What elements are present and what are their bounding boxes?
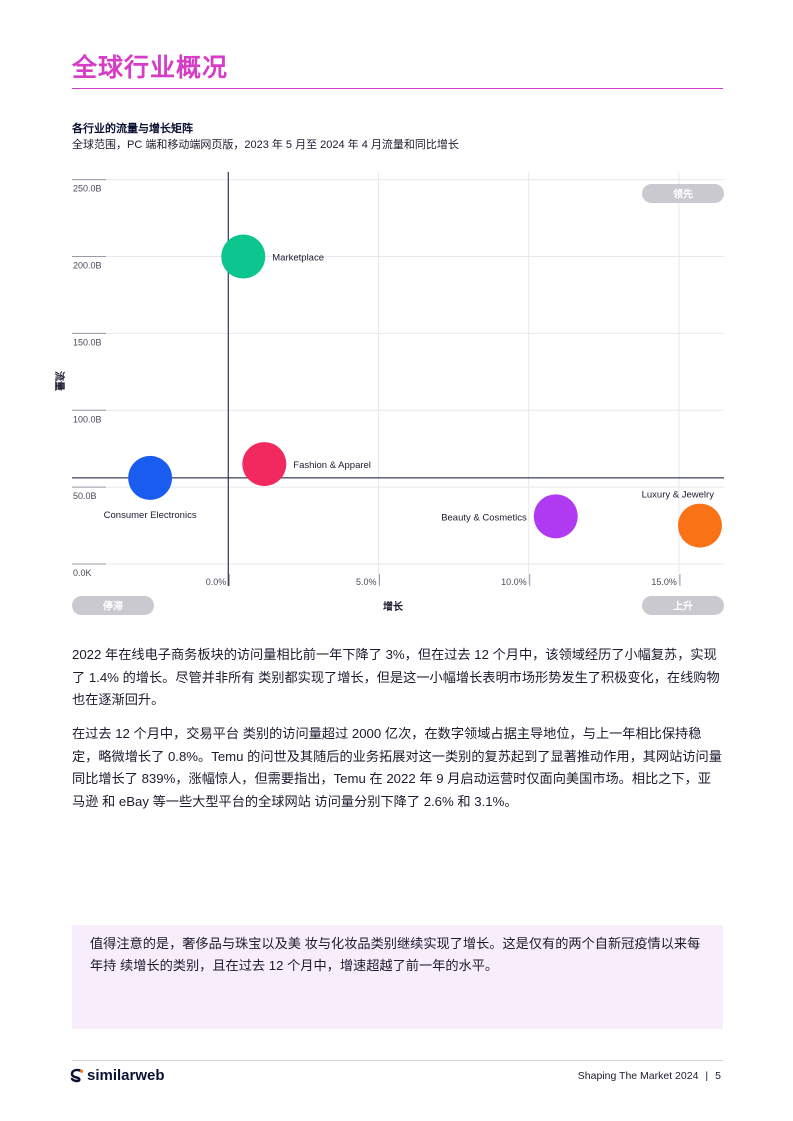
bubble-label: Consumer Electronics [104, 510, 197, 521]
page-number: 5 [715, 1070, 721, 1082]
chart-title: 各行业的流量与增长矩阵 [72, 123, 193, 135]
quadrant-label-rising: 上升 [673, 600, 693, 613]
y-tick-label: 0.0K [73, 568, 92, 578]
quadrant-label-rising-bg [642, 596, 724, 615]
x-axis-label: 增长 [383, 600, 404, 613]
bubble-label: Beauty & Cosmetics [441, 512, 527, 523]
quadrant-label-leading: 领先 [673, 188, 693, 201]
callout-text: 值得注意的是，奢侈品与珠宝以及美 妆与化妆品类别继续实现了增长。这是仅有的两个自… [90, 936, 701, 973]
y-axis-label: 流量 [53, 371, 66, 391]
traffic-growth-chart: 0.0K 50.0B 100.0B 150.0B 200.0B 250.0B 0.0% 5.0… [53, 172, 724, 615]
bubble-label: Luxury & Jewelry [642, 490, 715, 501]
x-tick-label: 0.0% [206, 577, 227, 587]
y-tick-label: 50.0B [73, 491, 97, 501]
callout-box: 值得注意的是，奢侈品与珠宝以及美 妆与化妆品类别继续实现了增长。这是仅有的两个自… [72, 925, 723, 1029]
similarweb-logo-icon [70, 1068, 84, 1082]
bubble-luxury-jewelry [677, 503, 722, 548]
y-tick-label: 100.0B [73, 414, 102, 424]
footer-separator: | [705, 1070, 709, 1082]
quadrant-label-leading-bg [642, 184, 724, 203]
bubble-label: Fashion & Apparel [293, 460, 371, 471]
title-divider [72, 88, 723, 89]
quadrant-label-stagnant: 停滞 [103, 600, 123, 613]
page-title: 全球行业概况 [72, 54, 229, 82]
body-paragraph-1: 2022 年在线电子商务板块的访问量相比前一年下降了 3%，但在过去 12 个月… [72, 647, 720, 707]
footer-info: Shaping The Market 2024 | 5 [578, 1070, 721, 1082]
y-tick-label: 150.0B [73, 337, 102, 347]
y-tick-label: 200.0B [73, 261, 102, 271]
report-name: Shaping The Market 2024 [577, 1070, 699, 1082]
bubble-fashion-apparel [242, 442, 287, 487]
bubble-label: Marketplace [272, 253, 324, 264]
x-tick-label: 5.0% [356, 577, 377, 587]
bubble-consumer-electronics [128, 455, 173, 500]
body-paragraph-2: 在过去 12 个月中，交易平台 类别的访问量超过 2000 亿次，在数字领域占据… [72, 726, 722, 809]
brand-name: similarweb [87, 1067, 165, 1084]
y-tick-label: 250.0B [73, 184, 102, 194]
quadrant-label-stagnant-bg [72, 596, 154, 615]
chart-subtitle: 全球范围，PC 端和移动端网页版，2023 年 5 月至 2024 年 4 月流… [72, 139, 459, 151]
x-tick-label: 10.0% [501, 577, 527, 587]
x-tick-label: 15.0% [651, 577, 677, 587]
footer-divider [72, 1060, 723, 1061]
bubble-beauty-cosmetics [533, 494, 578, 539]
bubble-marketplace [221, 234, 266, 279]
similarweb-logo: similarweb [70, 1067, 165, 1084]
